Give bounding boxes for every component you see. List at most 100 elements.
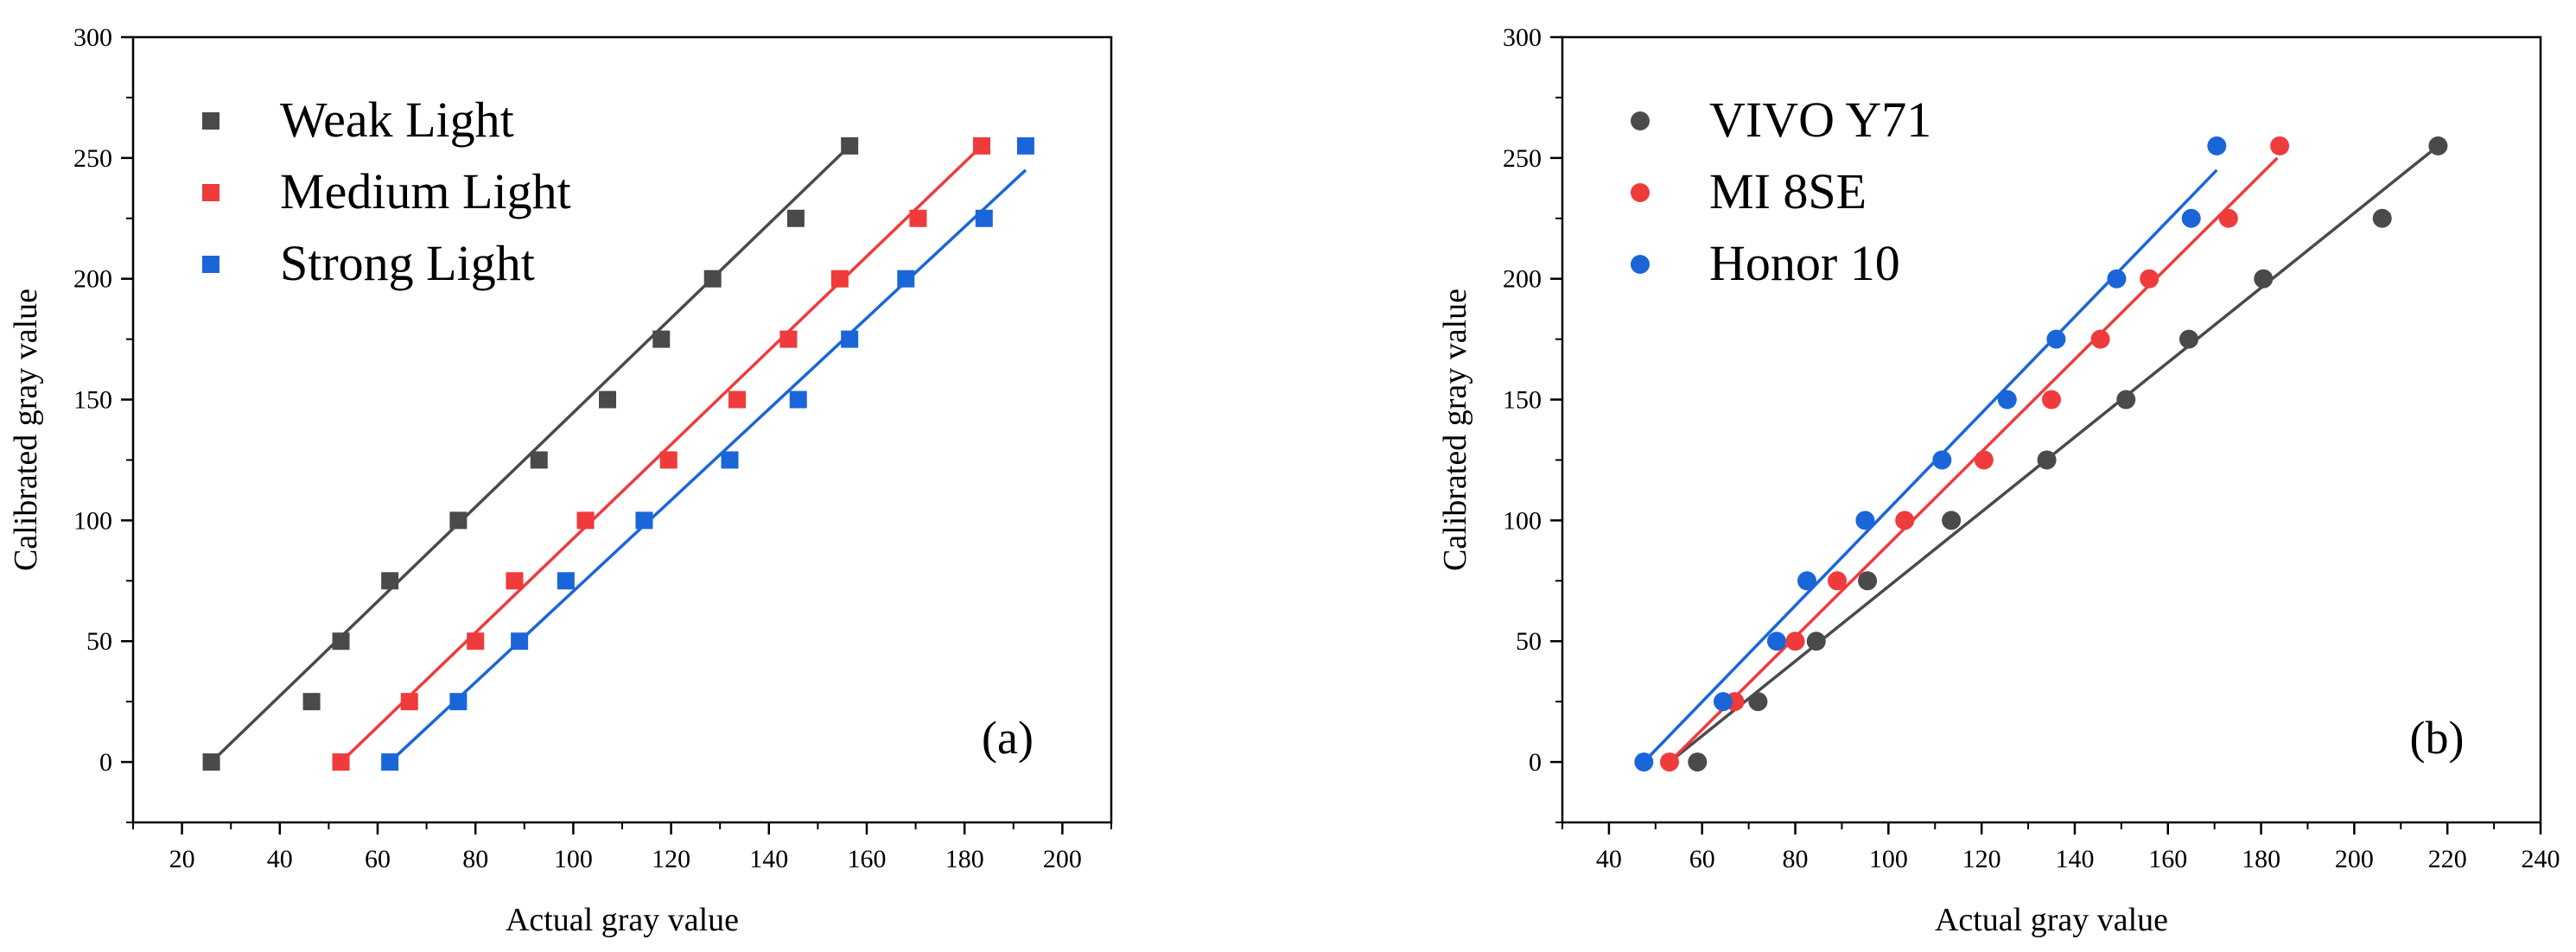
panel-label: (a): [982, 712, 1034, 764]
data-point: [841, 136, 859, 155]
data-point: [1806, 631, 1826, 651]
fit-line: [1668, 156, 2279, 764]
y-tick-label: 50: [1516, 627, 1542, 656]
data-point: [1855, 511, 1875, 530]
data-point: [779, 330, 798, 348]
data-point: [2179, 329, 2199, 349]
legend: VIVO Y71 MI 8SE Honor 10: [1631, 92, 1931, 291]
data-point: [381, 753, 399, 771]
x-tick-label: 60: [1689, 845, 1715, 873]
legend-label: MI 8SE: [1709, 163, 1867, 219]
data-point: [2140, 269, 2159, 289]
data-point: [830, 270, 849, 288]
data-point: [511, 632, 529, 651]
y-tick-label: 200: [73, 265, 112, 294]
data-point: [2181, 208, 2201, 228]
panel-label: (b): [2410, 712, 2465, 764]
data-point: [2428, 136, 2448, 155]
legend-marker: [202, 112, 219, 130]
series-2: [332, 136, 991, 771]
y-tick-label: 0: [1529, 748, 1542, 777]
data-point: [202, 753, 220, 771]
data-point: [467, 632, 485, 651]
series-1: [202, 136, 859, 771]
y-tick-label: 250: [73, 144, 112, 173]
x-tick-label: 80: [462, 845, 488, 873]
x-axis-title: Actual gray value: [506, 902, 739, 938]
data-point: [506, 572, 524, 590]
legend-label: Honor 10: [1709, 235, 1900, 291]
x-tick-label: 180: [945, 845, 984, 873]
series-2: [1659, 136, 2290, 772]
data-point: [635, 511, 653, 530]
data-point: [2037, 450, 2057, 470]
legend-label: Medium Light: [280, 163, 571, 219]
data-point: [721, 451, 739, 469]
data-point: [2218, 208, 2238, 228]
x-tick-label: 100: [1869, 845, 1908, 873]
data-point: [2107, 269, 2127, 289]
plot-frame: [131, 35, 1113, 824]
data-point: [897, 270, 915, 288]
x-tick-label: 160: [2148, 845, 2187, 873]
data-point: [789, 390, 807, 409]
legend-marker: [1631, 183, 1650, 202]
x-tick-label: 120: [652, 845, 690, 873]
data-point: [400, 693, 418, 711]
y-tick-label: 0: [99, 748, 112, 777]
data-point: [728, 390, 747, 409]
legend-marker: [202, 256, 219, 273]
data-point: [973, 136, 991, 155]
x-tick-label: 140: [2055, 845, 2094, 873]
legend-marker: [1631, 111, 1650, 130]
chart-panel-b: 40 60 80 100 120 140 160 180 200 220 240 0 50 100 150 2…: [1437, 23, 2560, 938]
data-point: [1659, 752, 1679, 772]
data-point: [909, 209, 927, 227]
legend-marker: [202, 184, 219, 201]
data-point: [2207, 136, 2227, 155]
y-tick-label: 150: [1503, 386, 1542, 415]
data-point: [703, 270, 722, 288]
data-point: [530, 451, 548, 469]
data-point: [2372, 208, 2392, 228]
x-tick-label: 160: [848, 845, 887, 873]
data-point: [1766, 631, 1786, 651]
data-point: [659, 451, 677, 469]
y-axis-title: Calibrated gray value: [8, 289, 44, 571]
y-tick-label: 100: [73, 506, 112, 535]
data-point: [2090, 329, 2110, 349]
x-tick-label: 120: [1962, 845, 2001, 873]
y-tick-label: 150: [73, 386, 112, 415]
x-tick-label: 60: [365, 845, 391, 873]
y-tick-label: 200: [1503, 265, 1542, 294]
data-point: [841, 330, 859, 348]
data-point: [2046, 329, 2066, 349]
data-point: [449, 693, 467, 711]
y-tick-label: 250: [1503, 144, 1542, 173]
y-tick-label: 100: [1503, 506, 1542, 535]
x-tick-label: 220: [2428, 845, 2467, 873]
data-point: [2042, 390, 2061, 409]
y-tick-label: 300: [1503, 23, 1542, 52]
data-point: [1858, 571, 1878, 591]
x-tick-label: 140: [749, 845, 788, 873]
data-point: [1997, 390, 2017, 409]
y-axis-title: Calibrated gray value: [1437, 289, 1473, 571]
data-point: [1895, 511, 1915, 530]
legend-label: VIVO Y71: [1709, 92, 1931, 148]
x-tick-label: 180: [2242, 845, 2280, 873]
plot-frame: [1561, 35, 2542, 824]
data-point: [786, 209, 805, 227]
data-point: [599, 390, 617, 409]
data-point: [1016, 136, 1034, 155]
series-1: [1668, 136, 2448, 772]
data-point: [975, 209, 993, 227]
legend-label: Strong Light: [280, 235, 535, 291]
fit-line: [388, 168, 1027, 764]
x-tick-label: 20: [169, 845, 195, 873]
data-point: [652, 330, 671, 348]
data-point: [1785, 631, 1805, 651]
data-point: [332, 753, 350, 771]
data-point: [1932, 450, 1952, 470]
